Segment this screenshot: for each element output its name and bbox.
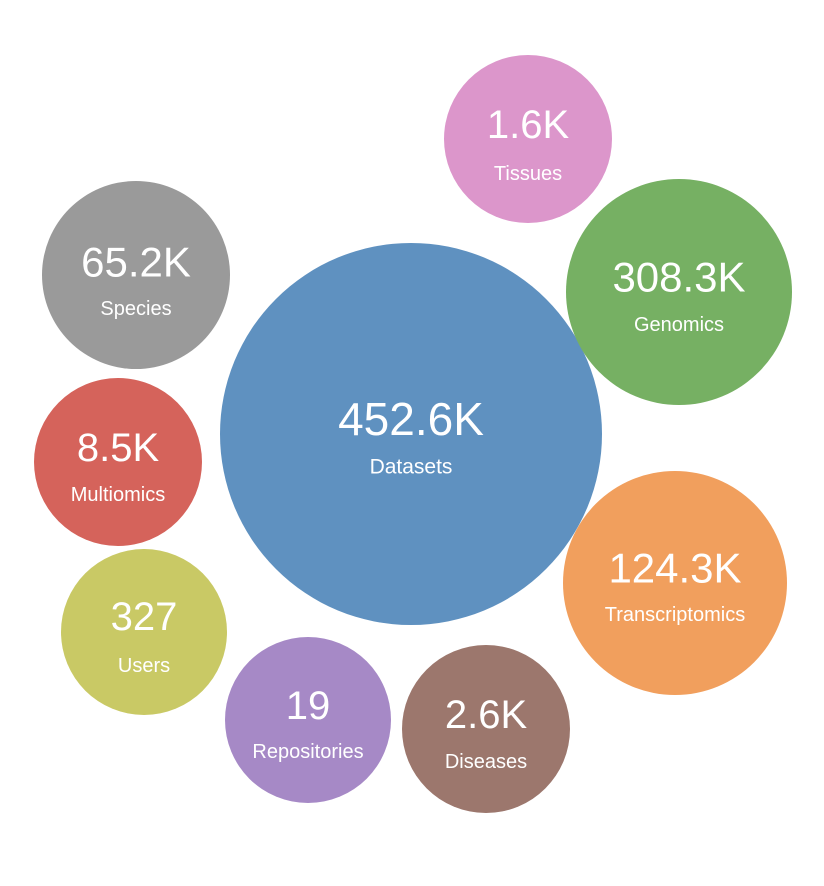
bubble-circle-transcriptomics	[563, 471, 787, 695]
bubble-label-multiomics: Multiomics	[71, 484, 165, 506]
bubble-genomics: 308.3K Genomics	[566, 179, 792, 405]
bubble-label-repositories: Repositories	[252, 741, 363, 763]
bubble-value-genomics: 308.3K	[612, 254, 745, 301]
bubble-diseases: 2.6K Diseases	[402, 645, 570, 813]
bubble-label-genomics: Genomics	[634, 314, 724, 336]
bubble-circle-species	[42, 181, 230, 369]
bubble-value-diseases: 2.6K	[445, 693, 528, 737]
bubble-circle-multiomics	[34, 378, 202, 546]
bubble-value-multiomics: 8.5K	[77, 426, 160, 470]
bubble-circle-genomics	[566, 179, 792, 405]
bubble-repositories: 19 Repositories	[225, 637, 391, 803]
bubble-value-datasets: 452.6K	[338, 393, 484, 445]
bubble-species: 65.2K Species	[42, 181, 230, 369]
bubble-circle-diseases	[402, 645, 570, 813]
bubble-label-datasets: Datasets	[370, 456, 453, 479]
bubble-value-users: 327	[111, 595, 178, 639]
bubble-datasets: 452.6K Datasets	[220, 243, 602, 625]
bubble-circle-repositories	[225, 637, 391, 803]
bubble-label-users: Users	[118, 655, 170, 677]
bubble-circle-tissues	[444, 55, 612, 223]
bubble-circle-datasets	[220, 243, 602, 625]
bubble-value-species: 65.2K	[81, 239, 191, 286]
bubble-label-diseases: Diseases	[445, 751, 527, 773]
bubble-label-species: Species	[100, 298, 171, 320]
bubble-tissues: 1.6K Tissues	[444, 55, 612, 223]
bubble-label-tissues: Tissues	[494, 163, 562, 185]
bubble-label-transcriptomics: Transcriptomics	[605, 604, 745, 626]
bubble-value-tissues: 1.6K	[487, 103, 570, 147]
bubble-circle-users	[61, 549, 227, 715]
bubble-value-transcriptomics: 124.3K	[608, 545, 741, 592]
bubble-multiomics: 8.5K Multiomics	[34, 378, 202, 546]
bubble-users: 327 Users	[61, 549, 227, 715]
bubble-transcriptomics: 124.3K Transcriptomics	[563, 471, 787, 695]
bubble-value-repositories: 19	[286, 684, 331, 728]
